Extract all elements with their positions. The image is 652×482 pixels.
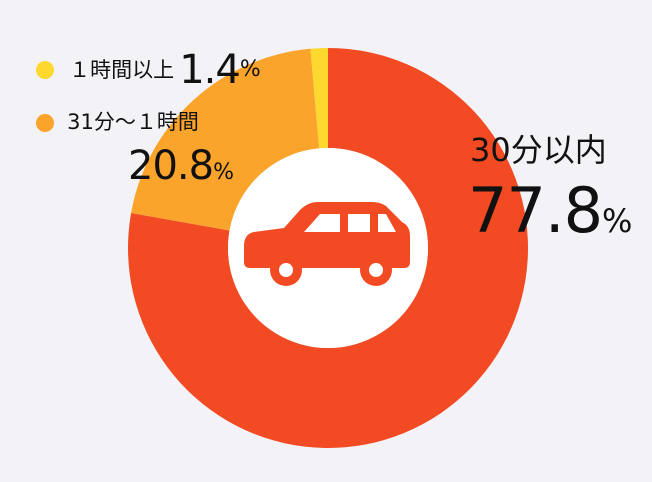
legend-dot-over-1-hour bbox=[36, 61, 54, 79]
percentage-value: 77.8 bbox=[468, 174, 603, 247]
percentage-value: 1.4 bbox=[179, 47, 241, 93]
slice-over-1-hour bbox=[310, 48, 328, 149]
percent-unit: % bbox=[213, 160, 234, 185]
slice-31min-1hour bbox=[131, 48, 320, 231]
car-icon bbox=[244, 202, 410, 286]
legend-dot-31min-1hour bbox=[36, 113, 54, 132]
label-within-30min: 30分以内 bbox=[470, 134, 607, 166]
percent-unit: % bbox=[602, 202, 633, 240]
label-31min-1hour: 31分〜１時間 bbox=[36, 112, 199, 133]
percentage-value: 20.8 bbox=[128, 143, 214, 189]
category-name: 31分〜１時間 bbox=[67, 110, 199, 134]
value-31min-1hour: 20.8% bbox=[128, 146, 234, 186]
label-over-1-hour: １時間以上 1.4% bbox=[36, 50, 261, 90]
percent-unit: % bbox=[239, 57, 261, 82]
category-name: １時間以上 bbox=[69, 57, 175, 82]
value-within-30min: 77.8% bbox=[468, 180, 632, 242]
category-name: 30分以内 bbox=[470, 131, 607, 169]
slice-within-30min bbox=[127, 48, 528, 449]
